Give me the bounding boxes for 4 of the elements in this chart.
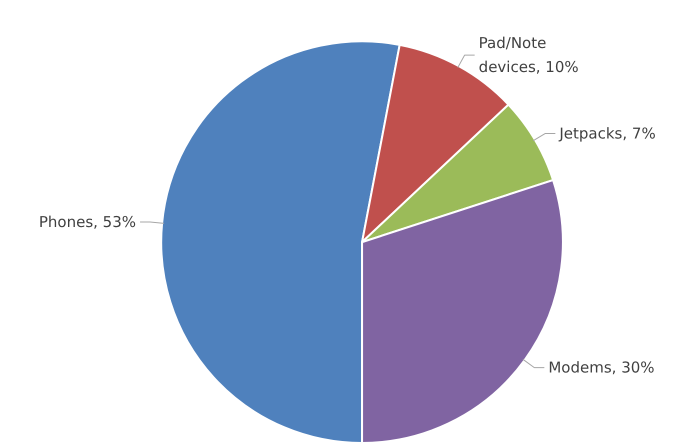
slice-label: Pad/Note devices, 10% xyxy=(478,34,579,76)
slice-label: Modems, 30% xyxy=(548,358,655,377)
slice-label: Phones, 53% xyxy=(38,213,136,232)
slice-label: Jetpacks, 7% xyxy=(558,124,656,142)
